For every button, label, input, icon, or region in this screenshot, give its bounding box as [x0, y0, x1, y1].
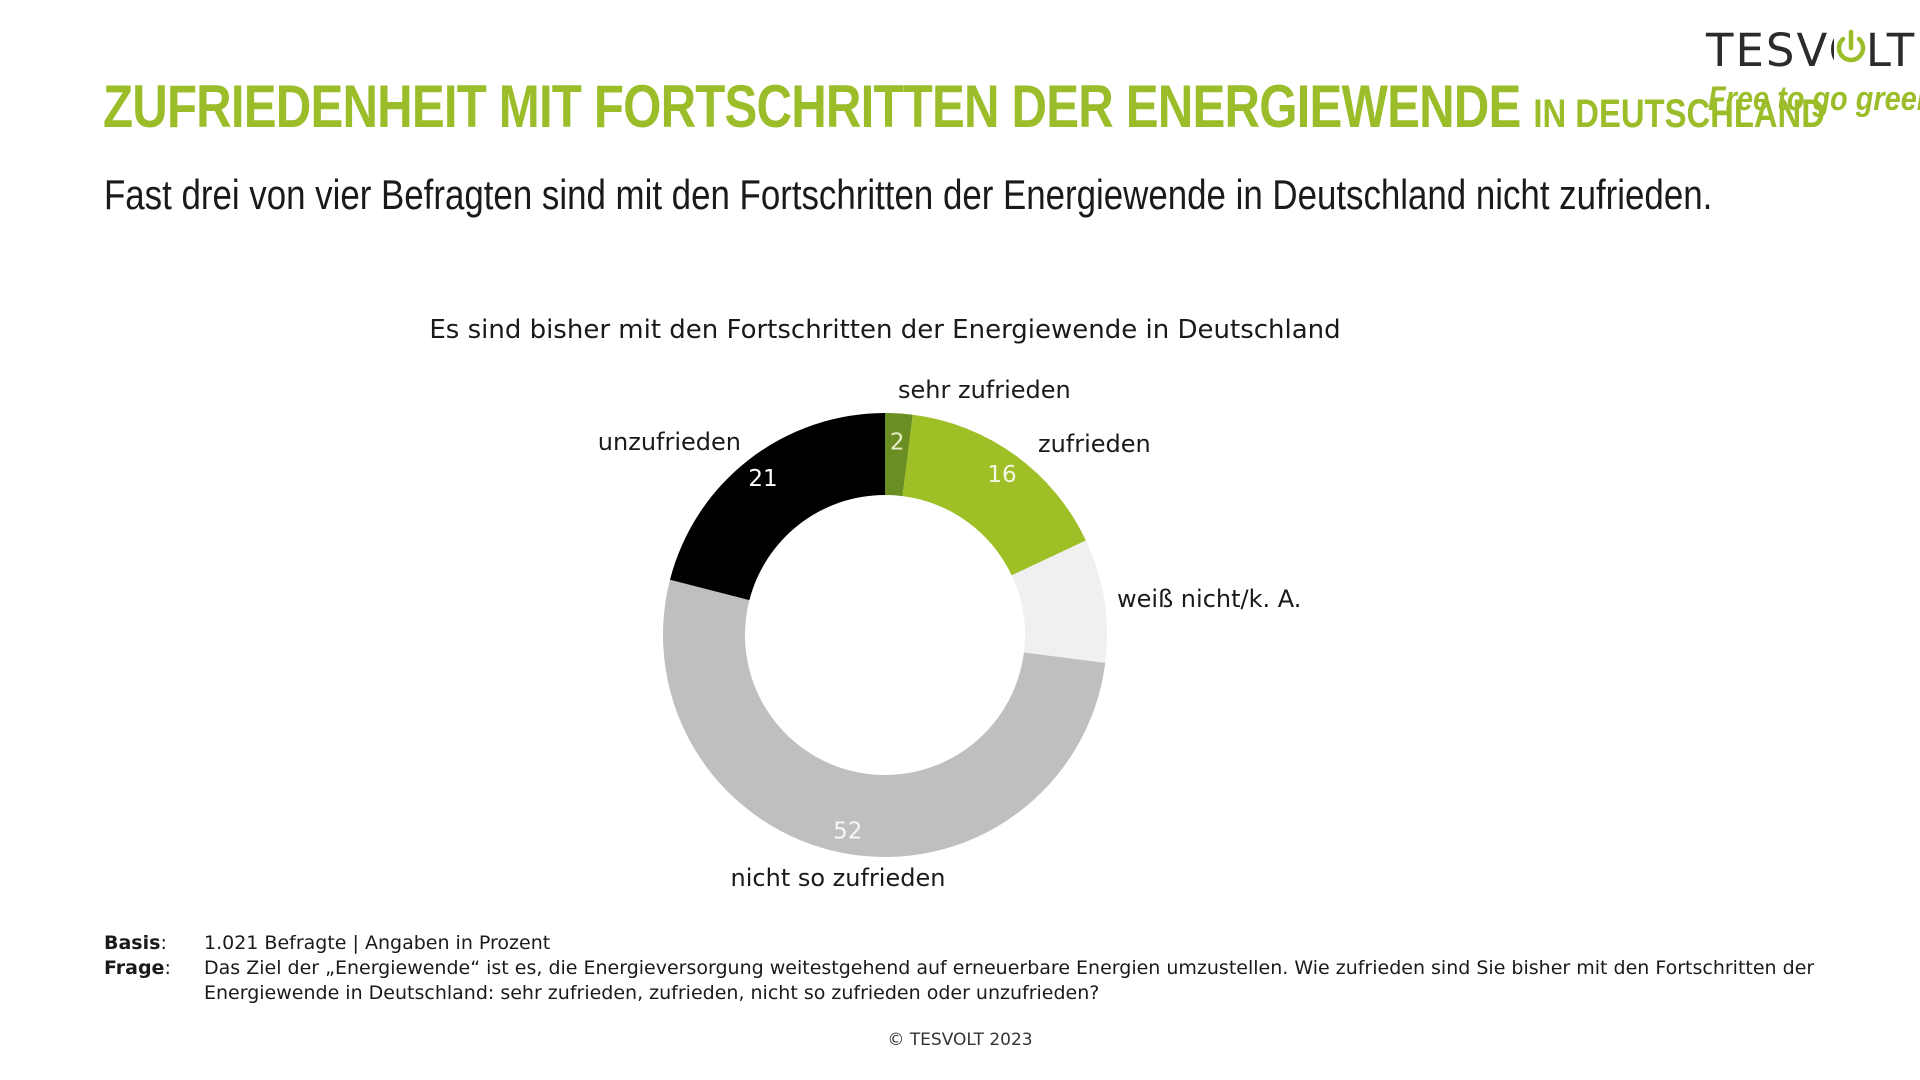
category-label-1: zufrieden — [1038, 430, 1151, 458]
basis-row: Basis: 1.021 Befragte | Angaben in Proze… — [104, 931, 1884, 956]
category-label-3: nicht so zufrieden — [731, 864, 946, 892]
basis-text: 1.021 Befragte | Angaben in Prozent — [204, 932, 551, 954]
donut-category-labels: sehr zufrieden zufrieden weiß nicht/k. A. n… — [598, 376, 1302, 892]
page-title-suffix: IN DEUTSCHLAND — [1533, 92, 1825, 136]
power-icon — [1834, 28, 1868, 68]
methodology-notes: Basis: 1.021 Befragte | Angaben in Proze… — [104, 931, 1884, 1006]
donut-slice-3 — [663, 579, 1106, 857]
category-label-0: sehr zufrieden — [898, 376, 1071, 404]
chart-title: Es sind bisher mit den Fortschritten der… — [429, 315, 1340, 345]
basis-label: Basis — [104, 932, 161, 954]
page-title: ZUFRIEDENHEIT MIT FORTSCHRITTEN DER ENER… — [103, 72, 1825, 141]
value-label-1: 16 — [987, 462, 1016, 488]
frage-label: Frage — [104, 957, 165, 979]
logo-wordmark: TESVOLT — [1706, 24, 1917, 77]
page-title-main: ZUFRIEDENHEIT MIT FORTSCHRITTEN DER ENER… — [103, 73, 1521, 140]
donut-slice-1 — [902, 414, 1086, 576]
copyright-footer: © TESVOLT 2023 — [887, 1030, 1033, 1050]
category-label-4: unzufrieden — [598, 428, 741, 456]
value-label-0: 2 — [890, 429, 905, 455]
frage-row: Frage: Das Ziel der „Energiewende“ ist e… — [104, 956, 1884, 1006]
donut-slice-4 — [669, 413, 885, 601]
tesvolt-logo: TESVOLT Free to go green. — [1706, 24, 1920, 124]
value-label-4: 21 — [748, 466, 777, 492]
category-label-2: weiß nicht/k. A. — [1117, 585, 1301, 613]
donut-slices — [663, 413, 1107, 857]
value-label-3: 52 — [833, 818, 862, 844]
donut-value-labels: 2 16 52 21 — [748, 429, 1016, 844]
donut-slice-0 — [885, 413, 913, 497]
frage-label-wrap: Frage: — [104, 957, 171, 979]
page-subtitle: Fast drei von vier Befragten sind mit de… — [104, 171, 1713, 218]
frage-text: Das Ziel der „Energiewende“ ist es, die … — [204, 957, 1815, 1004]
logo-tagline: Free to go green. — [1708, 80, 1920, 118]
basis-label-wrap: Basis: — [104, 932, 167, 954]
donut-slice-2 — [1011, 540, 1107, 663]
